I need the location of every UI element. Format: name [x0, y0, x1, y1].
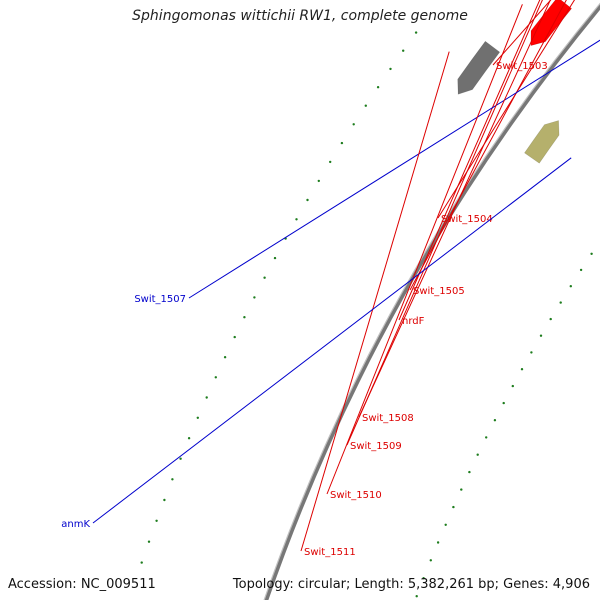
gene-label-swit-1504[interactable]: Swit_1504 — [441, 214, 493, 225]
scale-dots — [140, 31, 593, 598]
scale-dot — [295, 218, 298, 221]
backbone-arc — [264, 3, 600, 600]
scale-dot — [520, 368, 524, 371]
scale-dot — [389, 67, 392, 71]
scale-dot — [549, 317, 552, 321]
scale-dot — [376, 86, 380, 89]
scale-dot — [414, 31, 418, 34]
gene-label-swit-1511[interactable]: Swit_1511 — [304, 547, 356, 558]
gene-label-leader — [188, 39, 600, 299]
genes — [457, 0, 573, 164]
scale-dot — [485, 436, 488, 439]
scale-dot — [273, 256, 277, 260]
scale-dot — [196, 416, 199, 419]
gene-label-swit-1508[interactable]: Swit_1508 — [362, 413, 414, 424]
gene-label-anmk[interactable]: anmK — [61, 519, 90, 530]
scale-dot — [590, 252, 593, 255]
scale-dot — [436, 541, 440, 544]
gene-label-leader — [409, 0, 567, 291]
gene-label-leader — [398, 0, 541, 321]
genome-backbone — [263, 2, 600, 600]
scale-dot — [460, 488, 463, 491]
gene-label-swit-1505[interactable]: Swit_1505 — [413, 286, 465, 297]
scale-dot — [493, 419, 497, 422]
gene-label-swit-1510[interactable]: Swit_1510 — [330, 490, 382, 501]
gene-label-leader — [358, 0, 551, 418]
scale-dot — [223, 356, 227, 359]
scale-dot — [329, 160, 332, 164]
gene-label-leader — [492, 0, 552, 66]
scale-dot — [140, 561, 143, 564]
scale-dot — [306, 198, 309, 202]
scale-dot — [511, 384, 514, 388]
scale-dot — [364, 104, 367, 107]
scale-dot — [147, 540, 151, 543]
gene-label-swit-1503[interactable]: Swit_1503 — [496, 61, 548, 72]
scale-dot — [452, 505, 455, 509]
scale-dot — [502, 401, 505, 405]
gene-arrow-swit-1510[interactable] — [530, 0, 573, 46]
scale-dot — [569, 285, 572, 288]
scale-dot — [317, 179, 320, 183]
gene-label-leader — [437, 0, 576, 219]
accession-text: Accession: NC_009511 — [8, 577, 156, 592]
gene-label-leader — [346, 0, 543, 446]
scale-dot — [263, 276, 266, 279]
scale-dot — [163, 498, 166, 502]
scale-dot — [415, 595, 418, 598]
scale-dot — [179, 457, 182, 460]
scale-dot — [579, 268, 583, 272]
gene-label-nrdf[interactable]: nrdF — [402, 316, 425, 327]
scale-dot — [530, 351, 533, 354]
scale-dot — [476, 453, 479, 456]
map-title: Sphingomonas wittichii RW1, complete gen… — [132, 8, 468, 24]
gene-label-leader — [326, 4, 523, 495]
scale-dot — [205, 396, 208, 399]
scale-dot — [352, 123, 355, 126]
scale-dot — [155, 519, 158, 522]
scale-dot — [539, 334, 543, 337]
gene-label-leader — [92, 157, 572, 524]
scale-dot — [444, 523, 447, 526]
scale-dot — [340, 141, 344, 145]
scale-dot — [233, 335, 236, 339]
genome-stats-text: Topology: circular; Length: 5,382,261 bp… — [232, 577, 590, 592]
gene-arrow-anmk[interactable] — [524, 120, 560, 164]
scale-dot — [214, 376, 217, 379]
gene-labels: Swit_1503 Swit_1504 Swit_1505 nrdF Swit_1507… — [61, 0, 600, 558]
gene-arrow-swit-1511[interactable] — [457, 40, 501, 95]
backbone-highlight — [263, 2, 600, 600]
gene-label-leader — [300, 51, 450, 552]
scale-dot — [253, 296, 256, 299]
gene-label-swit-1507[interactable]: Swit_1507 — [134, 294, 186, 305]
scale-dot — [171, 478, 174, 481]
scale-dot — [429, 559, 432, 562]
gene-label-swit-1509[interactable]: Swit_1509 — [350, 441, 402, 452]
scale-dot — [187, 437, 191, 440]
scale-dot — [422, 577, 425, 580]
scale-dot — [468, 470, 471, 474]
scale-dot — [402, 49, 405, 52]
scale-dot — [559, 301, 562, 304]
scale-dot — [243, 316, 246, 319]
